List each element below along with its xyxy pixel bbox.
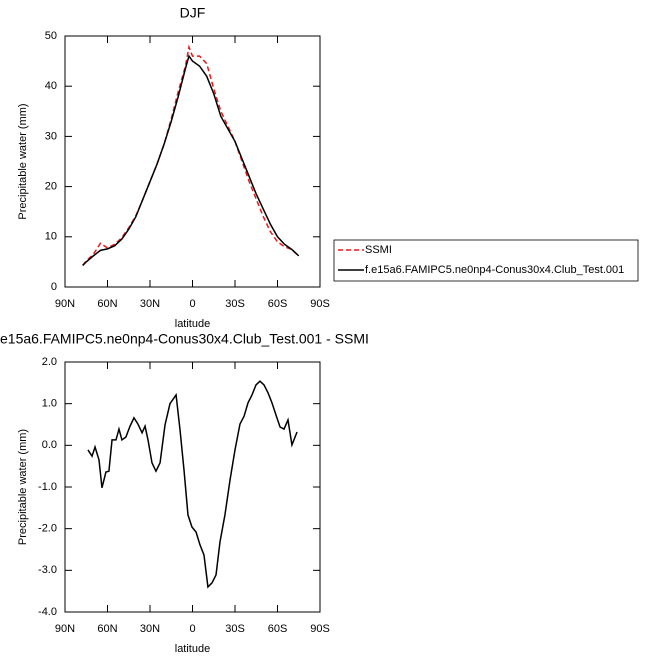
- x-tick-label: 30N: [140, 623, 160, 635]
- legend-label: SSMI: [365, 244, 392, 256]
- y-tick-label: 0.0: [42, 439, 57, 451]
- plot-frame: [64, 35, 321, 288]
- x-tick-label: 60S: [268, 298, 288, 310]
- x-axis-label: latitude: [175, 318, 210, 330]
- y-tick-label: 30: [45, 130, 57, 142]
- y-tick-label: 10: [45, 231, 57, 243]
- legend-label: f.e15a6.FAMIPC5.ne0np4-Conus30x4.Club_Te…: [365, 264, 624, 276]
- plot-frame: [64, 361, 321, 613]
- x-tick-label: 60S: [268, 623, 288, 635]
- series-line: [82, 44, 300, 266]
- chart-title: DJF: [180, 5, 206, 21]
- x-tick-label: 90S: [310, 298, 330, 310]
- y-tick-label: 20: [45, 181, 57, 193]
- y-tick-label: 40: [45, 80, 57, 92]
- y-tick-label: 1.0: [42, 398, 57, 410]
- y-tick-label: -2.0: [38, 523, 57, 535]
- y-tick-label: 2.0: [42, 356, 57, 368]
- y-tick-label: -1.0: [38, 481, 57, 493]
- x-tick-label: 60N: [97, 623, 117, 635]
- y-tick-label: 50: [45, 30, 57, 42]
- series-line: [82, 54, 300, 266]
- legend-frame: [333, 239, 639, 282]
- x-tick-label: 30S: [225, 623, 245, 635]
- y-axis-label: Precipitable water (mm): [17, 429, 29, 545]
- series-line: [87, 380, 298, 589]
- y-tick-label: -4.0: [38, 606, 57, 618]
- x-tick-label: 30S: [225, 298, 245, 310]
- x-tick-label: 0: [189, 298, 195, 310]
- chart-title: .e15a6.FAMIPC5.ne0np4-Conus30x4.Club_Tes…: [0, 331, 369, 347]
- x-tick-label: 30N: [140, 298, 160, 310]
- x-tick-label: 90S: [310, 623, 330, 635]
- y-axis-label: Precipitable water (mm): [17, 103, 29, 219]
- y-tick-label: -3.0: [38, 564, 57, 576]
- x-tick-label: 60N: [97, 298, 117, 310]
- x-axis-label: latitude: [175, 643, 210, 655]
- x-tick-label: 0: [189, 623, 195, 635]
- x-tick-label: 90N: [55, 298, 75, 310]
- x-tick-label: 90N: [55, 623, 75, 635]
- y-tick-label: 0: [51, 281, 57, 293]
